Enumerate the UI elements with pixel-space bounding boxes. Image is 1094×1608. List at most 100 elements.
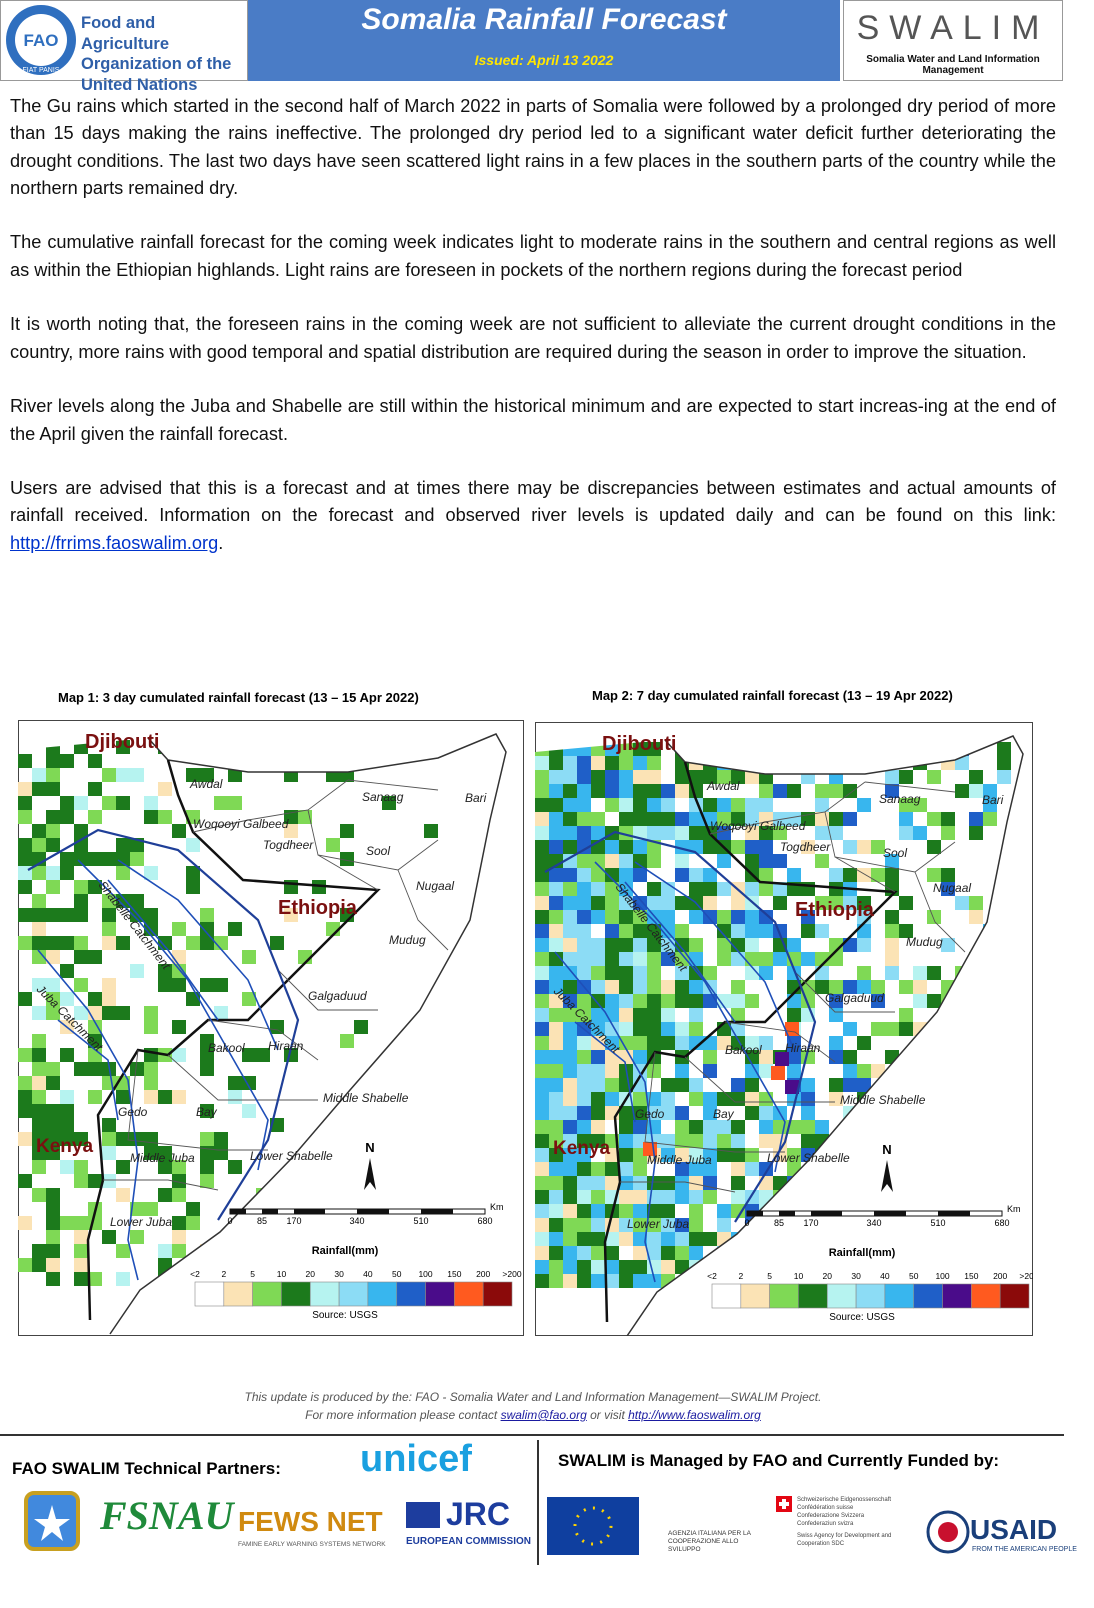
rain-cell [46,1188,60,1202]
rain-cell [843,868,857,882]
rain-cell [549,882,563,896]
rain-cell [801,910,815,924]
rain-cell [633,868,647,882]
rain-cell [18,1216,32,1230]
catchment [27,828,300,1221]
rain-cell [829,994,843,1008]
rain-cell [60,936,74,950]
rain-cell [647,798,661,812]
rain-cell [787,994,801,1008]
rain-cell [116,796,130,810]
rain-cell [102,894,116,908]
link[interactable]: http://frrims.faoswalim.org [10,532,219,553]
rain-cell [591,1218,605,1232]
rain-cell [577,910,591,924]
rain-cell [102,1006,116,1020]
rain-cell [88,782,102,796]
rain-cell [563,826,577,840]
rain-cell [787,938,801,952]
rain-cell [689,1036,703,1050]
rain-cell [591,1022,605,1036]
rain-cell [200,1034,214,1048]
url-link[interactable]: http://www.faoswalim.org [628,1408,761,1422]
rain-cell [186,936,200,950]
swiss-line: Confederazione Svizzera [797,1513,865,1519]
rain-cell [605,1078,619,1092]
rain-cell [633,1120,647,1134]
rain-cell [633,896,647,910]
rain-cell [927,770,941,784]
rain-cell [675,1134,689,1148]
rain-cell [88,1062,102,1076]
rain-cell [46,978,60,992]
rain-cell [745,770,759,784]
rain-cell [605,784,619,798]
rain-cell [717,826,731,840]
rain-cell [675,924,689,938]
rain-cell [60,964,74,978]
rain-cell [927,994,941,1008]
rain-cell [535,1176,549,1190]
email-link[interactable]: swalim@fao.org [500,1408,587,1422]
rain-cell [102,1146,116,1160]
divider [537,1440,539,1565]
rain-cell [661,994,675,1008]
rain-cell [647,826,661,840]
rain-cell [661,1218,675,1232]
rain-cell [563,966,577,980]
legend-tick: 200 [993,1271,1007,1281]
scale-seg [421,1209,453,1214]
rain-cell [857,840,871,854]
map-label: Sanaag [362,790,404,804]
rain-cell [46,1272,60,1286]
rain-cell [535,980,549,994]
rain-cell [689,1022,703,1036]
unicef-logo: unicef [360,1438,472,1480]
rain-cell [214,1146,228,1160]
rain-cell [941,826,955,840]
rain-cell [74,1272,88,1286]
rain-cell [675,980,689,994]
rain-cell [214,1006,228,1020]
rain-cell [116,866,130,880]
map-label: Mudug [389,933,426,947]
rain-cell [46,1244,60,1258]
rain-cell [340,852,354,866]
region-border [914,871,966,953]
rain-cell [745,924,759,938]
rain-cell [885,1022,899,1036]
map-label: Gedo [635,1107,665,1121]
rain-cell [605,882,619,896]
region-border [864,781,956,793]
rain-cell [843,1022,857,1036]
rain-cell [689,1092,703,1106]
rain-cell [775,1052,789,1066]
rain-cell [969,910,983,924]
rain-cell [689,994,703,1008]
rain-cell [102,768,116,782]
rain-cell [563,1148,577,1162]
rain-cell [563,854,577,868]
rain-cell [633,1204,647,1218]
rain-cell [74,1216,88,1230]
rain-cell [927,840,941,854]
map-label: Djibouti [85,731,159,753]
rain-cell [88,1272,102,1286]
rain-cell [717,938,731,952]
rain-cell [745,938,759,952]
rain-cell [785,1080,799,1094]
rain-cell [829,826,843,840]
rain-cell [32,866,46,880]
rain-cell [591,1176,605,1190]
usaid-sub: FROM THE AMERICAN PEOPLE [972,1546,1077,1553]
map-label: Ethiopia [795,899,875,921]
rain-cell [633,1092,647,1106]
rain-cell [46,1146,60,1160]
rain-cell [186,768,200,782]
rain-cell [899,980,913,994]
legend-box [223,1281,253,1307]
region-border [684,1056,835,1103]
rain-cell [661,896,675,910]
rain-cell [284,908,298,922]
